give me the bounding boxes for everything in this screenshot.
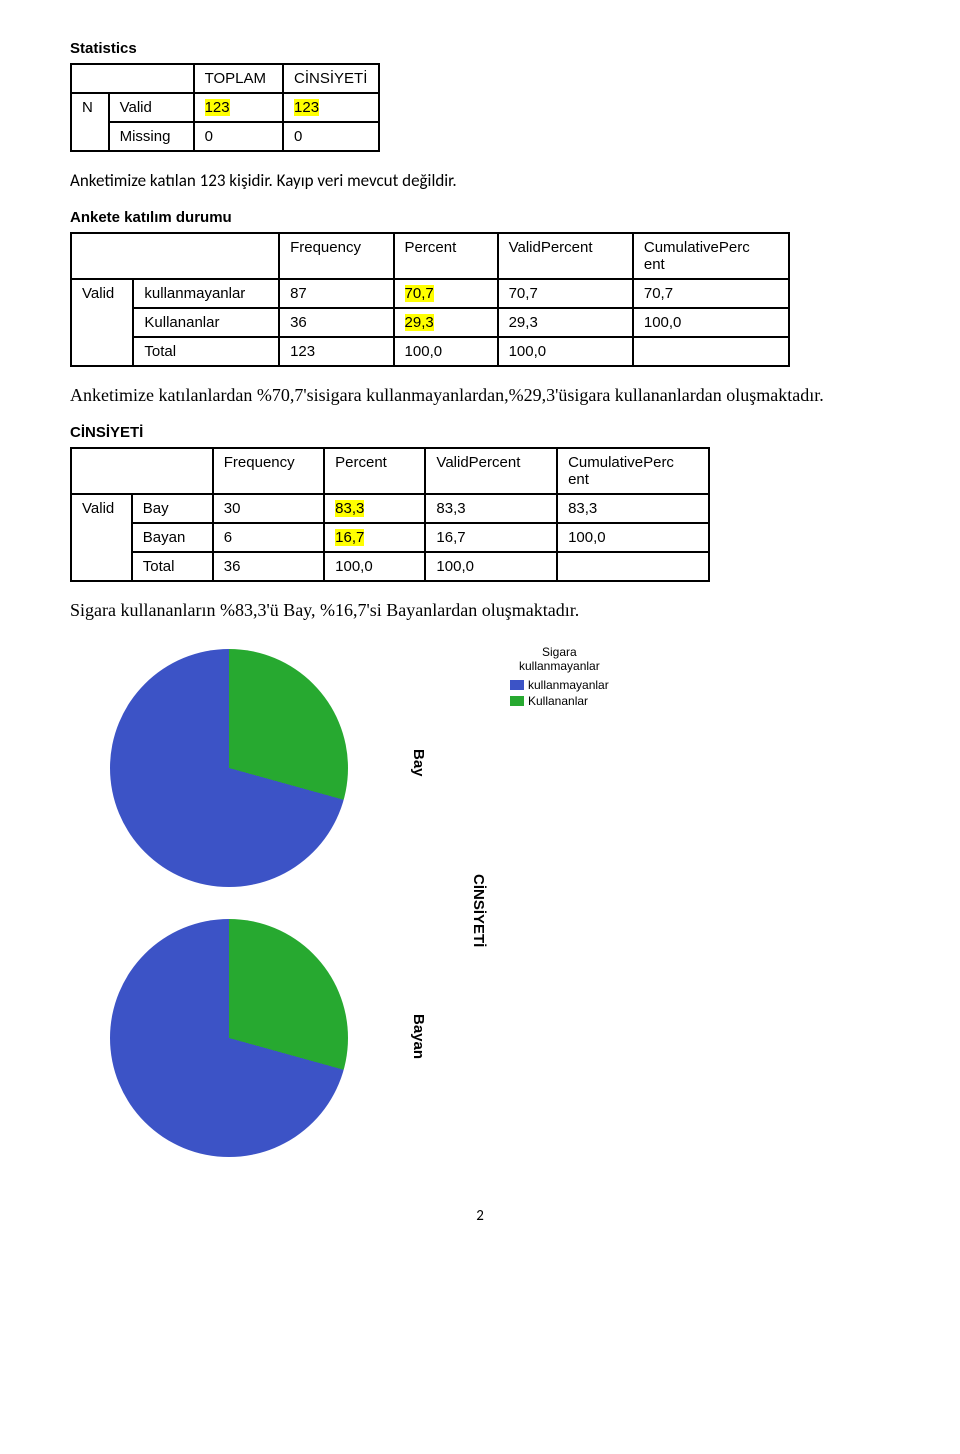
cinsiyet-rowgroup: Valid [71,494,132,581]
cinsiyet-table: Frequency Percent ValidPercent Cumulativ… [70,447,710,582]
katilim-h-cpct: CumulativePerc ent [633,233,789,279]
katilim-r2-vpct: 29,3 [498,308,633,337]
stats-row2-label: Missing [109,122,194,151]
stats-row1-v1: 123 [194,93,283,122]
stats-table: TOPLAM CİNSİYETİ N Valid 123 123 Missing… [70,63,380,152]
cinsiyet-r2-cpct: 100,0 [557,523,709,552]
katilim-r2-label: Kullananlar [133,308,279,337]
cinsiyet-r1-vpct: 83,3 [425,494,557,523]
katilim-r3-label: Total [133,337,279,366]
text2: Anketimize katılanlardan %70,7'sisigara … [70,385,890,406]
katilim-r1-cpct: 70,7 [633,279,789,308]
katilim-r2-pct: 29,3 [394,308,498,337]
katilim-r1-label: kullanmayanlar [133,279,279,308]
text1: Anketimize katılan 123 kişidir. Kayıp ve… [70,170,890,191]
katilim-title: Ankete katılım durumu [70,209,890,226]
pie-chart-bayan [110,919,348,1157]
cinsiyet-r3-vpct: 100,0 [425,552,557,581]
cinsiyet-r1-label: Bay [132,494,213,523]
pie2-label: Bayan [410,1014,427,1059]
stats-col1: TOPLAM [194,64,283,93]
katilim-r1-freq: 87 [279,279,393,308]
cinsiyet-r1-cpct: 83,3 [557,494,709,523]
cinsiyet-h-vpct: ValidPercent [425,448,557,494]
cinsiyet-h-pct: Percent [324,448,425,494]
katilim-h-freq: Frequency [279,233,393,279]
stats-row2-v1: 0 [194,122,283,151]
stats-title: Statistics [70,40,890,57]
katilim-r1-vpct: 70,7 [498,279,633,308]
katilim-r1-pct: 70,7 [394,279,498,308]
page-number: 2 [70,1207,890,1225]
legend-swatch-kullanmayanlar [510,680,524,690]
legend-title: Sigara kullanmayanlar [510,645,609,674]
cinsiyet-title: CİNSİYETİ [70,424,890,441]
stats-row1-v2: 123 [283,93,379,122]
cinsiyet-r2-pct: 16,7 [324,523,425,552]
stats-col2: CİNSİYETİ [283,64,379,93]
katilim-r3-freq: 123 [279,337,393,366]
charts-area: Bay Bayan CİNSİYETİ Sigara kullanmayanla… [70,639,890,1179]
katilim-h-vpct: ValidPercent [498,233,633,279]
text3: Sigara kullananların %83,3'ü Bay, %16,7'… [70,600,890,621]
pie1-label: Bay [410,749,427,777]
cinsiyet-r2-label: Bayan [132,523,213,552]
cinsiyet-h-cpct: CumulativePerc ent [557,448,709,494]
cinsiyet-r2-freq: 6 [213,523,324,552]
cinsiyet-r1-freq: 30 [213,494,324,523]
katilim-h-pct: Percent [394,233,498,279]
katilim-rowgroup: Valid [71,279,133,366]
katilim-table: Frequency Percent ValidPercent Cumulativ… [70,232,790,367]
stats-row1-label: Valid [109,93,194,122]
cinsiyet-r3-freq: 36 [213,552,324,581]
cinsiyet-r3-label: Total [132,552,213,581]
stats-rowgroup: N [71,93,109,151]
legend-swatch-kullananlar [510,696,524,706]
chart-legend: Sigara kullanmayanlar kullanmayanlar Kul… [510,645,609,710]
katilim-r3-pct: 100,0 [394,337,498,366]
cinsiyet-r2-vpct: 16,7 [425,523,557,552]
pie-chart-bay [110,649,348,887]
axis-label: CİNSİYETİ [470,874,487,947]
cinsiyet-r3-pct: 100,0 [324,552,425,581]
cinsiyet-r1-pct: 83,3 [324,494,425,523]
cinsiyet-h-freq: Frequency [213,448,324,494]
katilim-r2-cpct: 100,0 [633,308,789,337]
katilim-r3-vpct: 100,0 [498,337,633,366]
legend-label-kullanmayanlar: kullanmayanlar [528,678,609,692]
stats-row2-v2: 0 [283,122,379,151]
legend-label-kullananlar: Kullananlar [528,694,588,708]
katilim-r2-freq: 36 [279,308,393,337]
